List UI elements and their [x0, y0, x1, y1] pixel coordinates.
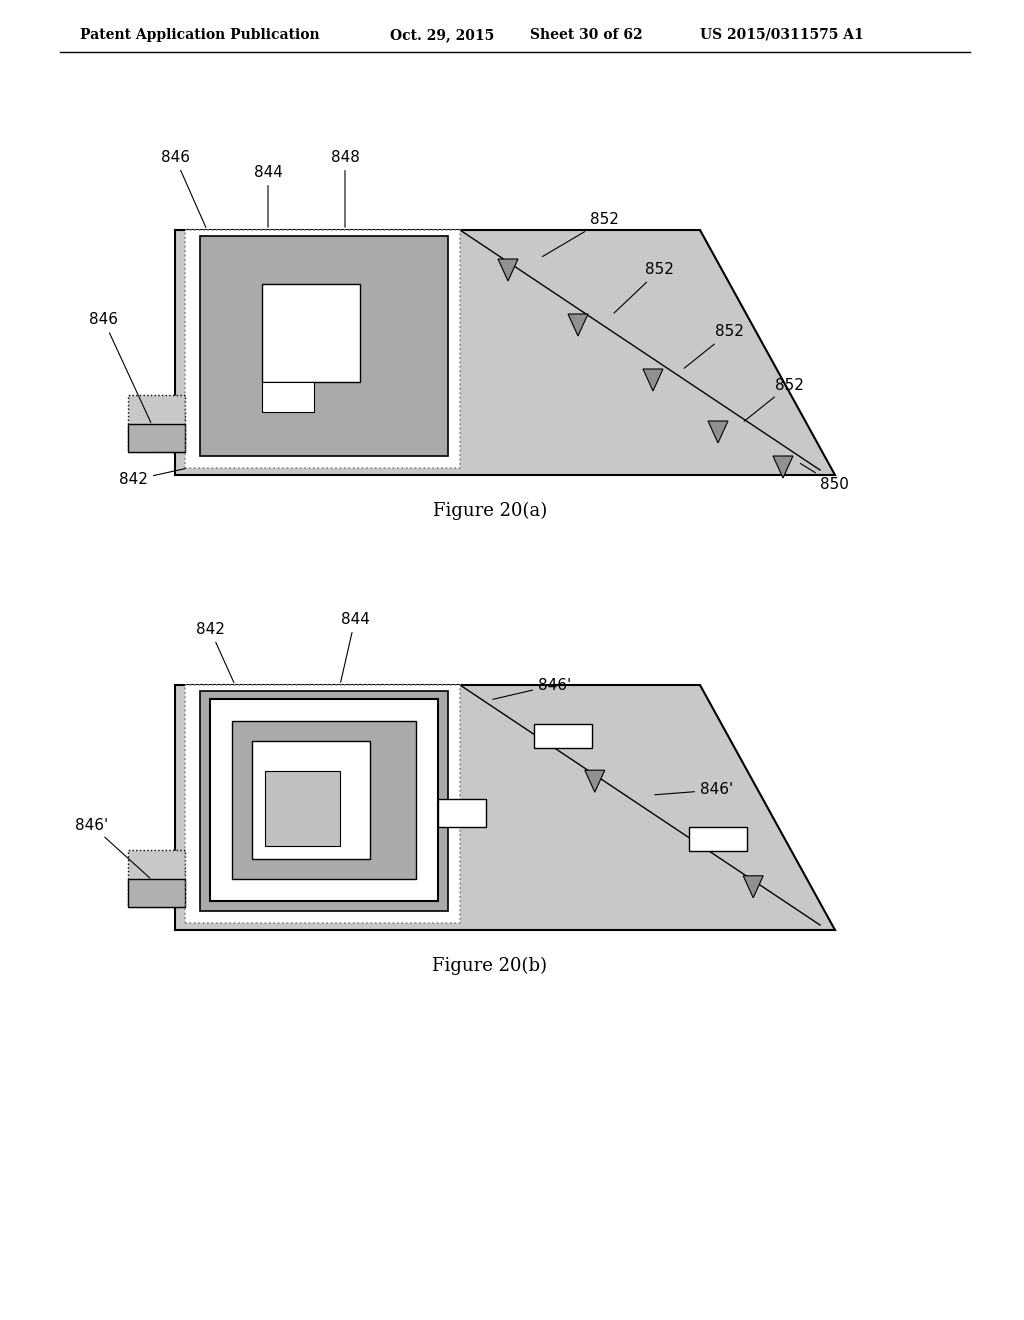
- Text: 846': 846': [493, 677, 571, 700]
- Text: Figure 20(a): Figure 20(a): [433, 502, 547, 520]
- Text: 842: 842: [119, 469, 185, 487]
- Text: 844: 844: [341, 612, 370, 682]
- FancyBboxPatch shape: [200, 690, 449, 911]
- Polygon shape: [773, 455, 793, 478]
- FancyBboxPatch shape: [200, 236, 449, 455]
- Text: 852: 852: [543, 213, 618, 256]
- Text: Sheet 30 of 62: Sheet 30 of 62: [530, 28, 643, 42]
- FancyBboxPatch shape: [210, 700, 438, 902]
- Text: 852: 852: [614, 263, 674, 313]
- FancyBboxPatch shape: [535, 723, 592, 748]
- FancyBboxPatch shape: [265, 771, 340, 846]
- FancyBboxPatch shape: [232, 721, 416, 879]
- Polygon shape: [568, 314, 588, 337]
- Text: 848: 848: [331, 150, 359, 227]
- FancyBboxPatch shape: [262, 381, 314, 412]
- Polygon shape: [708, 421, 728, 444]
- Text: 846: 846: [161, 150, 206, 227]
- Text: Oct. 29, 2015: Oct. 29, 2015: [390, 28, 495, 42]
- Polygon shape: [743, 875, 763, 898]
- Text: 846': 846': [654, 783, 733, 797]
- Polygon shape: [175, 230, 835, 475]
- Text: 852: 852: [744, 378, 804, 421]
- FancyBboxPatch shape: [262, 284, 360, 381]
- Polygon shape: [498, 259, 518, 281]
- Text: Patent Application Publication: Patent Application Publication: [80, 28, 319, 42]
- Text: 846': 846': [75, 817, 150, 878]
- Text: 844: 844: [254, 165, 283, 227]
- FancyBboxPatch shape: [185, 230, 460, 469]
- FancyBboxPatch shape: [128, 395, 185, 451]
- FancyBboxPatch shape: [252, 741, 370, 859]
- Text: US 2015/0311575 A1: US 2015/0311575 A1: [700, 28, 864, 42]
- FancyBboxPatch shape: [128, 850, 185, 907]
- Polygon shape: [175, 685, 835, 931]
- Polygon shape: [585, 770, 605, 792]
- FancyBboxPatch shape: [689, 828, 746, 851]
- Text: 846: 846: [89, 313, 151, 422]
- FancyBboxPatch shape: [438, 799, 486, 828]
- FancyBboxPatch shape: [185, 685, 460, 923]
- Text: 852: 852: [684, 325, 743, 368]
- Text: Figure 20(b): Figure 20(b): [432, 957, 548, 975]
- FancyBboxPatch shape: [128, 424, 185, 451]
- FancyBboxPatch shape: [128, 879, 185, 907]
- Text: 850: 850: [801, 463, 849, 492]
- Polygon shape: [643, 370, 663, 391]
- Text: 842: 842: [196, 622, 233, 682]
